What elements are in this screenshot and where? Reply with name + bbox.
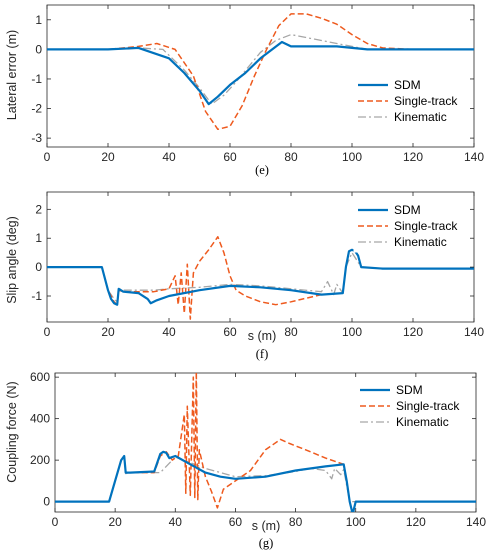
x-tick-label: 120 (403, 150, 423, 164)
legend-label: Single-track (394, 94, 458, 108)
x-tick-label: 60 (229, 515, 243, 529)
y-tick-label: 0 (35, 260, 42, 274)
y-tick-label: 0 (35, 42, 42, 56)
y-tick-label: 200 (30, 453, 50, 467)
y-tick-label: 2 (35, 202, 42, 216)
y-tick-label: 1 (35, 13, 42, 27)
chart-panel-f: 0 20 40 60 80 100 120 140 -1 0 1 2 SDM Single-track Ki… (5, 191, 484, 361)
legend-label: Kinematic (396, 415, 449, 429)
panel-label-g: (g) (259, 536, 274, 550)
y-tick-label: -3 (31, 131, 42, 145)
x-tick-label: 40 (162, 325, 176, 339)
panel-label-f: (f) (256, 347, 269, 361)
chart-panel-g: 0 20 40 60 80 100 120 140 0 200 400 600 SDM Single-tr… (5, 370, 486, 550)
y-tick-label: 400 (30, 412, 50, 426)
x-tick-label: 0 (52, 515, 59, 529)
x-tick-label: 60 (223, 150, 237, 164)
x-tick-label: 60 (223, 325, 237, 339)
chart-panel-e: 0 20 40 60 80 100 120 140 -3 -2 -1 0 1 SDM Single-trac… (5, 4, 484, 177)
panel-label-e: (e) (255, 163, 269, 177)
series-line-sdm (55, 450, 476, 512)
x-tick-label: 100 (342, 325, 362, 339)
x-axis-label-g: s (m) (252, 519, 280, 533)
plot-area-g: 0 20 40 60 80 100 120 140 0 200 400 600 SDM Single-tr… (30, 370, 486, 529)
y-axis-label-f: Slip angle (deg) (5, 216, 19, 304)
x-tick-label: 0 (44, 325, 51, 339)
series-line-sdm (47, 248, 474, 306)
x-tick-label: 80 (284, 325, 298, 339)
x-tick-label: 20 (101, 325, 115, 339)
plot-area-f: 0 20 40 60 80 100 120 140 -1 0 1 2 SDM Single-track Ki… (31, 191, 484, 339)
x-tick-label: 100 (346, 515, 366, 529)
x-tick-label: 140 (464, 325, 484, 339)
y-tick-label: 600 (30, 370, 50, 384)
legend-label: SDM (394, 203, 421, 217)
y-tick-label: -1 (31, 289, 42, 303)
x-tick-label: 120 (406, 515, 426, 529)
x-tick-label: 120 (403, 325, 423, 339)
y-axis-label-e: Lateral error (m) (5, 30, 19, 120)
x-tick-label: 140 (466, 515, 486, 529)
plot-area-e: 0 20 40 60 80 100 120 140 -3 -2 -1 0 1 SDM Single-trac… (31, 4, 484, 164)
y-axis-label-g: Coupling force (N) (5, 381, 19, 482)
x-tick-label: 80 (289, 515, 303, 529)
series-line-single-track (47, 236, 474, 320)
series-line-sdm (47, 40, 474, 106)
x-tick-label: 80 (284, 150, 298, 164)
x-tick-label: 140 (464, 150, 484, 164)
x-tick-label: 20 (101, 150, 115, 164)
x-axis-label-f: s (m) (248, 329, 276, 343)
legend-label: Kinematic (394, 110, 447, 124)
y-tick-label: 1 (35, 231, 42, 245)
legend-label: Single-track (396, 399, 460, 413)
x-tick-label: 100 (342, 150, 362, 164)
legend-label: Single-track (394, 219, 458, 233)
x-tick-label: 40 (162, 150, 176, 164)
y-tick-label: -1 (31, 72, 42, 86)
x-tick-label: 0 (44, 150, 51, 164)
legend-label: SDM (396, 383, 423, 397)
y-tick-label: 0 (43, 495, 50, 509)
x-tick-label: 20 (108, 515, 122, 529)
y-tick-label: -2 (31, 102, 42, 116)
x-tick-label: 40 (169, 515, 183, 529)
legend-label: Kinematic (394, 235, 447, 249)
series-line-single-track (47, 13, 474, 131)
legend-label: SDM (394, 78, 421, 92)
